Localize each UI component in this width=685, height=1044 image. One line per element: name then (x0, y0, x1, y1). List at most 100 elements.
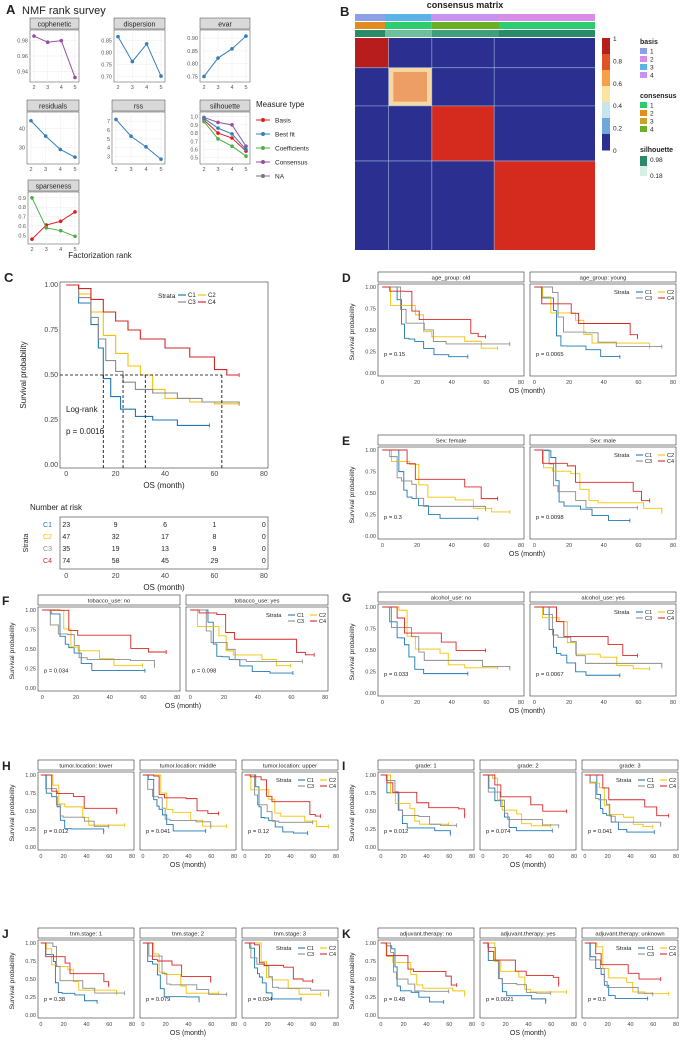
x-tick-label: 0 (379, 854, 382, 860)
legend-label: 4 (650, 127, 654, 134)
x-tick-label: 4 (145, 85, 148, 91)
km-curve-C2 (380, 774, 449, 825)
x-tick-label: 20 (503, 854, 509, 860)
km-curve-C4 (244, 774, 321, 817)
silhouette-scale-low (640, 166, 647, 176)
x-tick-label: 80 (670, 700, 676, 706)
data-point (244, 144, 248, 149)
facet-title: cophenetic (38, 22, 72, 29)
facet-strip (185, 594, 329, 606)
km-plot-area (377, 603, 525, 697)
km-curve-C2 (380, 942, 466, 995)
strata-legend: Strata C1 C2 C3 C4 (616, 778, 676, 790)
facet: age_group: old 1.00 0.75 0.50 0.25 0.00 0 20 40 6… (365, 271, 525, 386)
facet-plot-area (113, 29, 166, 83)
legend-label: C2 (667, 453, 674, 459)
x-axis-label: OS (month) (510, 1030, 546, 1037)
legend-label: C1 (645, 610, 652, 616)
km-curve-C4 (482, 774, 567, 812)
data-point (144, 145, 148, 149)
y-tick-label: 0.75 (101, 62, 112, 68)
km-curve-C3 (66, 284, 240, 404)
legend-label: C4 (669, 784, 676, 790)
x-tick-label: 60 (483, 380, 489, 386)
p-value: p = 0.079 (146, 997, 170, 1003)
km-curve-C2 (244, 774, 329, 827)
p-value: p = 0.033 (384, 672, 408, 678)
km-curve-C1 (534, 606, 620, 676)
x-tick-label: 2 (114, 167, 117, 173)
km-curve-C3 (244, 774, 313, 823)
km-curve-C4 (534, 606, 638, 657)
x-tick-label: 20 (61, 854, 67, 860)
x-tick-label: 3 (45, 247, 48, 253)
heatmap-cluster-block (494, 160, 595, 250)
data-point (129, 134, 133, 139)
heatmap-cluster-block (393, 71, 427, 102)
legend-label: C1 (647, 778, 654, 784)
km-curve-C4 (380, 942, 457, 986)
facet-title: grade: 1 (415, 764, 436, 770)
legend-key-point (261, 174, 265, 178)
x-tick-label: 60 (635, 700, 641, 706)
x-tick-label: 0 (381, 380, 384, 386)
risk-count: 8 (212, 534, 216, 541)
logrank-label: Log-rank (66, 405, 99, 414)
p-value: p = 0.48 (384, 997, 405, 1003)
facet: age_group: young 0 20 40 60 80 p = 0.0065 (529, 271, 677, 386)
y-axis-label: Survival probability (349, 466, 356, 524)
facet-title: tumor.location: middle (160, 764, 216, 770)
km-plot-area (139, 771, 237, 851)
legend-key-point (261, 118, 265, 122)
facet: adjuvant.therapy: unknown 0 20 40 60 80 p = 0.… (581, 927, 679, 1028)
x-tick-label: 80 (322, 695, 328, 701)
x-tick-label: 0 (533, 380, 536, 386)
series-line-bestfit (203, 35, 247, 77)
legend-label: 0.18 (650, 173, 663, 180)
x-tick-label: 60 (483, 700, 489, 706)
legend-title: Strata (266, 613, 282, 619)
x-tick-label: 0 (381, 700, 384, 706)
km-curve-C4 (190, 609, 315, 656)
y-tick-label: 0.70 (101, 75, 112, 81)
facet-strip (377, 591, 525, 603)
colorbar-segment (602, 86, 610, 103)
risk-count: 35 (62, 546, 70, 553)
km-curve-C4 (382, 449, 498, 500)
x-tick-label: 4 (230, 167, 233, 173)
data-point (202, 74, 206, 79)
silhouette-annotation-bar (431, 30, 499, 37)
x-tick-label: 0 (243, 1022, 246, 1028)
legend-label: 2 (650, 111, 654, 118)
km-plot-area (529, 446, 677, 540)
km-curve-C3 (40, 774, 109, 827)
basis-annotation-bar (499, 14, 595, 21)
km-curve-C2 (584, 942, 669, 995)
km-plot-area (581, 939, 679, 1019)
y-tick-label: 4 (107, 146, 110, 152)
p-value: p = 0.0098 (536, 515, 564, 521)
x-tick-label: 60 (208, 854, 214, 860)
x-tick-label: 5 (159, 85, 162, 91)
km-curve-C3 (190, 609, 303, 662)
legend-label: Basis (275, 118, 292, 125)
panel-letter-h: H (2, 759, 11, 773)
km-plot-area (529, 603, 677, 697)
panel-j: J Survival probability tnm.stage: 1 1.00 0.7… (2, 927, 339, 1037)
silhouette-legend: silhouette 0.98 0.18 (640, 147, 673, 180)
y-tick-label: 0.00 (25, 1013, 36, 1019)
x-tick-label: 40 (423, 1022, 429, 1028)
basis-annotation-bar (385, 14, 432, 21)
x-tick-label: 0 (533, 543, 536, 549)
km-plot-area (37, 606, 181, 692)
x-tick-label: 80 (129, 1022, 135, 1028)
legend-label: C2 (329, 946, 336, 952)
x-tick-label: 2 (116, 85, 119, 91)
x-tick-label: 20 (221, 695, 227, 701)
colorbar-segment (602, 70, 610, 87)
legend-label: C4 (669, 952, 676, 958)
silhouette-annotation-bar (385, 30, 432, 37)
legend-label: C2 (667, 290, 674, 296)
legend-swatch (640, 48, 647, 54)
